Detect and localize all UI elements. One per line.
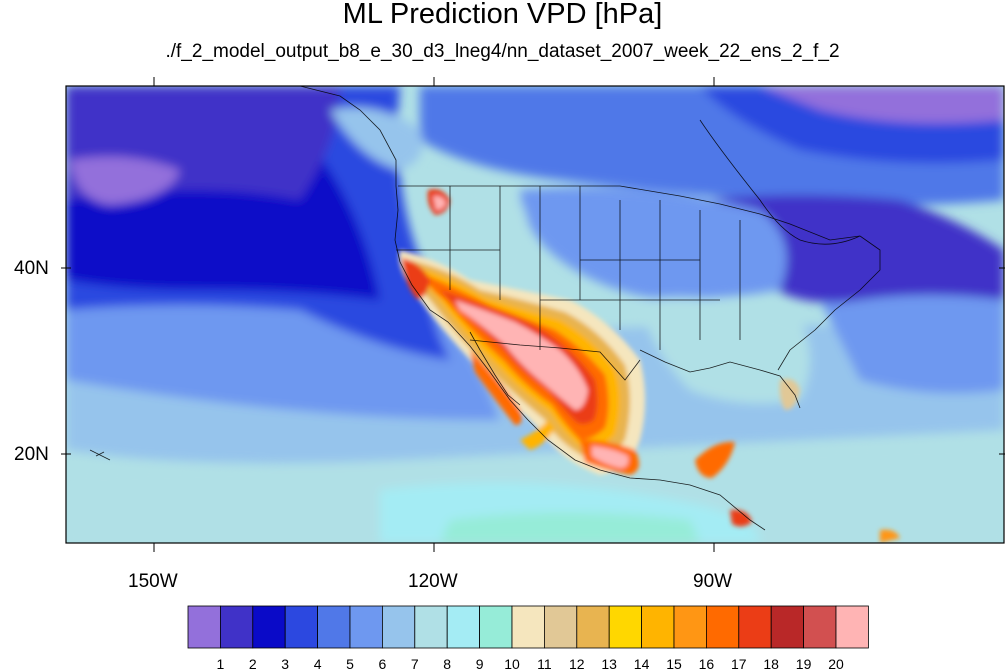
colorbar-swatch [576,605,610,649]
map-subtitle: ./f_2_model_output_b8_e_30_d3_lneg4/nn_d… [165,41,840,62]
colorbar-tick-label: 9 [475,656,484,672]
colorbar-swatch [544,605,578,649]
colorbar-tick-label: 3 [281,656,290,672]
colorbar-tick-label: 10 [504,656,520,672]
lat-tick-20n: 20N [14,444,49,465]
colorbar-tick-label: 2 [248,656,257,672]
colorbar-swatch [511,605,545,649]
lat-tick-40n: 40N [14,258,49,279]
colorbar-tick-label: 1 [216,656,225,672]
lon-tick-150w: 150W [128,571,178,592]
axis-ticks [61,77,1005,552]
colorbar-swatch [641,605,675,649]
colorbar-swatch [187,605,221,649]
colorbar-swatch [446,605,481,649]
colorbar-swatch [252,605,286,649]
lon-tick-90w: 90W [693,571,733,592]
lon-tick-120w: 120W [408,571,458,592]
colorbar-tick-label: 17 [731,656,747,672]
colorbar-tick-label: 14 [633,656,650,672]
colorbar-swatch [803,605,837,649]
colorbar-swatch [770,605,805,649]
colorbar-swatch [349,605,383,649]
colorbar-swatch [381,605,416,649]
colorbar-swatch [673,605,707,649]
colorbar-tick-label: 4 [313,656,322,672]
colorbar-swatch [317,605,351,649]
colorbar-tick-label: 18 [763,656,779,672]
colorbar-tick-label: 5 [346,656,354,672]
colorbar-swatch [219,605,254,649]
colorbar-swatch [835,605,869,649]
map-title: ML Prediction VPD [hPa] [342,0,663,30]
colorbar-swatch [414,605,448,649]
colorbar-swatch [284,605,319,649]
plot-frame [65,85,1005,544]
colorbar-tick-label: 20 [828,656,844,672]
colorbar-tick-label: 8 [443,656,452,672]
colorbar-tick-label: 15 [666,656,682,672]
colorbar-swatch [608,605,643,649]
colorbar-tick-label: 13 [601,656,617,672]
colorbar-tick-label: 16 [698,656,715,672]
map-field [66,86,1004,543]
colorbar-swatch [738,605,772,649]
colorbar-tick-label: 12 [569,656,585,672]
colorbar-tick-label: 7 [410,656,419,672]
colorbar-tick-label: 19 [795,656,812,672]
colorbar-swatch [706,605,740,649]
colorbar-swatch [479,605,513,649]
colorbar-tick-label: 11 [537,656,552,672]
colorbar-tick-label: 6 [378,656,387,672]
